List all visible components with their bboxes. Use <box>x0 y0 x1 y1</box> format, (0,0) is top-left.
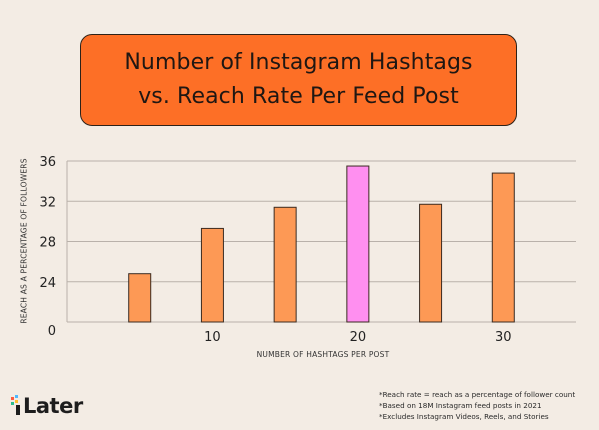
bar <box>491 172 515 323</box>
y-tick-label: 32 <box>39 195 56 210</box>
chart-title-line-1: Number of Instagram Hashtags <box>124 50 473 75</box>
footnote-2: *Based on 18M Instagram feed posts in 20… <box>379 401 542 410</box>
bar <box>128 273 152 323</box>
x-tick-label: 30 <box>495 330 512 345</box>
y-axis-label: REACH AS A PERCENTAGE OF FOLLOWERS <box>19 158 29 324</box>
y-tick-label: 36 <box>39 155 56 170</box>
later-logo-icon <box>11 395 20 415</box>
x-axis-label: NUMBER OF HASHTAGS PER POST <box>256 350 390 359</box>
chart-title-line-2: vs. Reach Rate Per Feed Post <box>138 84 459 109</box>
chart-title-box: Number of Instagram Hashtags vs. Reach R… <box>80 34 517 126</box>
bar <box>273 206 297 323</box>
footnote-1: *Reach rate = reach as a percentage of f… <box>379 390 576 399</box>
footnotes: *Reach rate = reach as a percentage of f… <box>379 389 575 422</box>
footnote-3: *Excludes Instagram Videos, Reels, and S… <box>379 412 549 421</box>
bar <box>419 203 443 323</box>
later-logo: Later <box>11 394 83 418</box>
logo-text: Later <box>23 394 83 418</box>
bar-highlight <box>346 165 370 323</box>
x-tick-label: 10 <box>204 330 221 345</box>
y-tick-label: 24 <box>39 276 56 291</box>
x-tick-label: 20 <box>350 330 367 345</box>
origin-label: 0 <box>48 324 56 339</box>
bar <box>200 227 224 323</box>
y-tick-label: 28 <box>39 236 56 251</box>
